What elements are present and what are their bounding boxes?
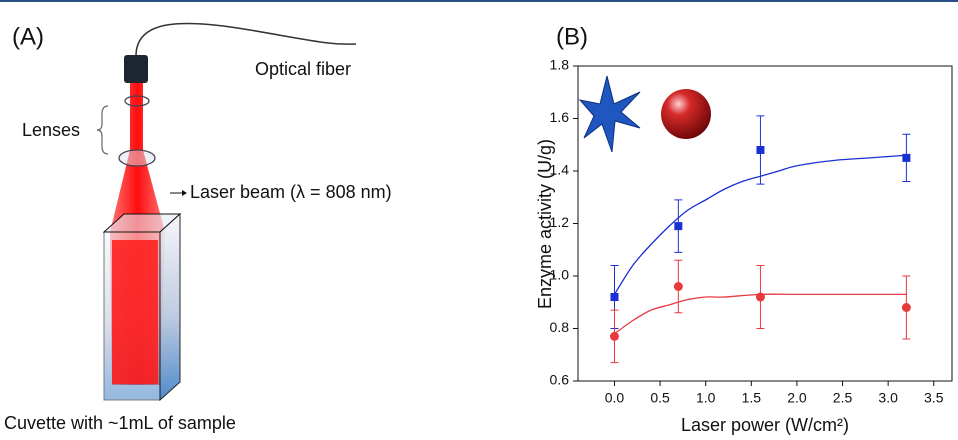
marker bbox=[610, 293, 619, 301]
fiber bbox=[135, 22, 357, 57]
lenses-label: Lenses bbox=[22, 120, 80, 140]
connector bbox=[124, 55, 148, 83]
y-tick-label: 1.8 bbox=[550, 57, 570, 73]
fit-line bbox=[614, 293, 907, 335]
y-tick-label: 1.0 bbox=[550, 267, 570, 283]
x-tick-label: 1.0 bbox=[696, 390, 716, 406]
y-tick-label: 1.2 bbox=[550, 214, 570, 230]
fiber-label: Optical fiber bbox=[255, 59, 351, 79]
x-tick-label: 3.5 bbox=[924, 390, 944, 406]
x-tick-label: 2.5 bbox=[833, 390, 853, 406]
x-tick-label: 0.0 bbox=[605, 390, 625, 406]
x-tick-label: 3.0 bbox=[878, 390, 898, 406]
star-particle bbox=[578, 75, 641, 153]
fit-line bbox=[613, 154, 907, 295]
x-tick-label: 1.5 bbox=[742, 390, 762, 406]
y-tick-label: 1.4 bbox=[550, 162, 570, 178]
x-tick-label: 2.0 bbox=[787, 390, 807, 406]
arrow-head bbox=[182, 190, 187, 196]
beam-label: Laser beam (λ = 808 nm) bbox=[190, 182, 392, 202]
panel-label: (B) bbox=[556, 23, 588, 50]
x-tick-label: 0.5 bbox=[650, 390, 670, 406]
sphere-particle bbox=[661, 89, 711, 139]
marker bbox=[755, 292, 765, 302]
plot-frame bbox=[577, 65, 953, 382]
marker bbox=[673, 282, 683, 291]
beam-in-sample bbox=[112, 240, 158, 384]
brace bbox=[96, 105, 109, 155]
marker bbox=[674, 222, 683, 231]
y-axis-title: Enzyme activity (U/g) bbox=[535, 139, 555, 309]
marker bbox=[756, 146, 765, 154]
setup-diagram: (A) Optical fiber Lenses Laser beam (λ =… bbox=[4, 22, 392, 433]
y-tick-label: 0.8 bbox=[550, 319, 570, 335]
marker bbox=[901, 303, 911, 312]
cuvette-label: Cuvette with ~1mL of sample bbox=[4, 413, 236, 433]
marker bbox=[902, 153, 911, 162]
y-tick-label: 1.6 bbox=[550, 109, 570, 125]
lens bbox=[124, 95, 150, 107]
y-tick-label: 0.6 bbox=[550, 372, 570, 388]
panel-label: (A) bbox=[12, 23, 44, 50]
lens bbox=[118, 149, 156, 167]
marker bbox=[609, 331, 619, 341]
cuvette-side bbox=[159, 212, 181, 402]
x-axis-title: Laser power (W/cm²) bbox=[681, 415, 849, 435]
